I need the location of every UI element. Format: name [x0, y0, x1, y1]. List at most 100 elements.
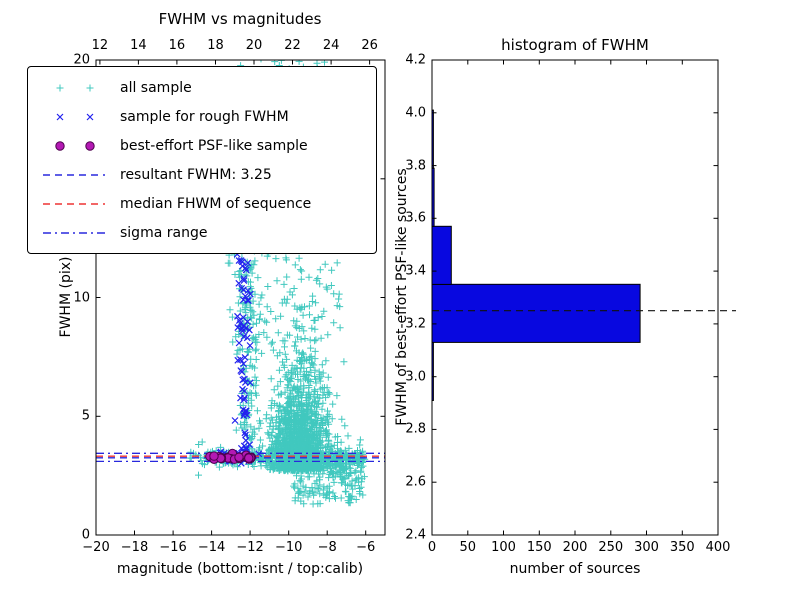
- scatter-point-plus: [252, 345, 260, 353]
- scatter-point-plus: [323, 432, 331, 440]
- tick-label: 20: [245, 38, 263, 53]
- scatter-point-plus: [249, 308, 257, 316]
- scatter-point-plus: [354, 447, 361, 454]
- scatter-point-plus: [322, 357, 330, 365]
- scatter-point-plus: [281, 343, 288, 351]
- scatter-point-plus: [281, 414, 289, 422]
- scatter-point-plus: [290, 410, 298, 417]
- scatter-point-x: [56, 113, 64, 120]
- scatter-point-plus: [344, 432, 352, 440]
- scatter-point-plus: [291, 302, 299, 310]
- scatter-point-plus: [297, 487, 305, 495]
- scatter-point-plus: [309, 420, 317, 428]
- scatter-point-plus: [246, 265, 254, 273]
- legend-symbol-resultant-dashed-line-icon: [43, 173, 105, 176]
- scatter-point-plus: [357, 478, 365, 486]
- scatter-point-plus: [352, 496, 360, 503]
- scatter-point-plus: [331, 433, 339, 441]
- scatter-point-x: [246, 342, 254, 349]
- scatter-point-plus: [277, 409, 285, 417]
- legend-label-resultant-fwhm: resultant FWHM: 3.25: [120, 166, 272, 183]
- scatter-point-plus: [250, 382, 258, 390]
- scatter-point-plus: [280, 361, 288, 369]
- tick-label: −8: [317, 540, 337, 555]
- scatter-point-plus: [341, 487, 349, 495]
- scatter-point-plus: [274, 408, 282, 416]
- scatter-point-plus: [264, 429, 272, 437]
- scatter-point-plus: [337, 438, 345, 446]
- tick-label: 300: [634, 540, 659, 555]
- scatter-point-plus: [285, 441, 292, 449]
- tick-label: 22: [284, 38, 301, 53]
- scatter-point-x: [241, 378, 249, 386]
- scatter-point-plus: [293, 317, 301, 325]
- scatter-point-plus: [315, 485, 323, 493]
- scatter-point-plus: [299, 482, 307, 490]
- tick-label: 4.0: [405, 105, 426, 121]
- scatter-point-x: [234, 312, 241, 320]
- scatter-point-plus: [289, 430, 297, 438]
- scatter-point-plus: [341, 446, 349, 454]
- scatter-point-plus: [198, 438, 206, 446]
- scatter-point-plus: [300, 327, 308, 335]
- scatter-point-plus: [305, 372, 313, 380]
- scatter-point-plus: [274, 382, 282, 390]
- scatter-point-plus: [290, 400, 298, 408]
- left-plot-ylabel: FWHM (pix): [58, 256, 74, 338]
- scatter-point-plus: [297, 433, 305, 441]
- scatter-point-plus: [311, 355, 319, 363]
- scatter-point-plus: [343, 455, 350, 463]
- scatter-point-plus: [248, 363, 256, 371]
- scatter-point-plus: [296, 477, 304, 485]
- legend-label-sigma-range: sigma range: [120, 224, 208, 241]
- legend-label-rough-fwhm: sample for rough FWHM: [120, 108, 289, 125]
- scatter-point-plus: [304, 493, 312, 501]
- scatter-point-plus: [310, 491, 318, 499]
- scatter-point-plus: [256, 436, 264, 444]
- tick-label: 14: [130, 38, 147, 53]
- tick-label: 2.8: [405, 421, 426, 437]
- scatter-point-plus: [215, 463, 223, 471]
- scatter-point-x: [240, 333, 248, 341]
- scatter-point-plus: [276, 440, 284, 448]
- scatter-point-plus: [316, 500, 324, 508]
- legend-symbol-sigma-dashdot-line-icon: [43, 231, 105, 234]
- legend-entry-median-fhwm: median FHWM of sequence: [28, 189, 376, 218]
- legend-entry-sigma-range: sigma range: [28, 218, 376, 247]
- scatter-point-plus: [232, 333, 240, 341]
- scatter-point-plus: [355, 474, 363, 482]
- scatter-point-plus: [316, 394, 324, 402]
- scatter-point-plus: [298, 323, 306, 331]
- scatter-point-plus: [326, 390, 334, 398]
- tick-label: 4.2: [405, 52, 426, 68]
- scatter-point-plus: [319, 369, 327, 377]
- tick-label: 5: [81, 408, 90, 424]
- scatter-point-x: [240, 360, 247, 368]
- scatter-point-plus: [311, 316, 319, 324]
- scatter-point-plus: [229, 338, 237, 346]
- scatter-point-plus: [292, 338, 300, 346]
- scatter-point-plus: [255, 300, 263, 308]
- scatter-point-plus: [295, 389, 303, 397]
- scatter-point-plus: [217, 443, 225, 451]
- tick-label: 100: [491, 540, 516, 555]
- scatter-point-plus: [349, 485, 357, 493]
- scatter-point-plus: [324, 373, 332, 381]
- scatter-point-plus: [320, 307, 328, 315]
- scatter-point-plus: [359, 491, 367, 499]
- scatter-point-plus: [251, 430, 259, 438]
- scatter-point-plus: [291, 342, 299, 350]
- scatter-point-plus: [56, 84, 64, 91]
- scatter-point-plus: [306, 353, 314, 361]
- scatter-point-plus: [304, 473, 312, 481]
- scatter-point-plus: [273, 433, 281, 441]
- scatter-point-plus: [319, 414, 327, 422]
- scatter-point-plus: [305, 443, 313, 451]
- scatter-point-plus: [187, 448, 195, 456]
- scatter-point-plus: [300, 441, 308, 449]
- tick-label: 3.4: [405, 263, 426, 279]
- tick-label: −12: [236, 540, 264, 555]
- scatter-point-plus: [267, 308, 275, 315]
- scatter-point-plus: [301, 335, 309, 342]
- scatter-point-plus: [308, 324, 316, 332]
